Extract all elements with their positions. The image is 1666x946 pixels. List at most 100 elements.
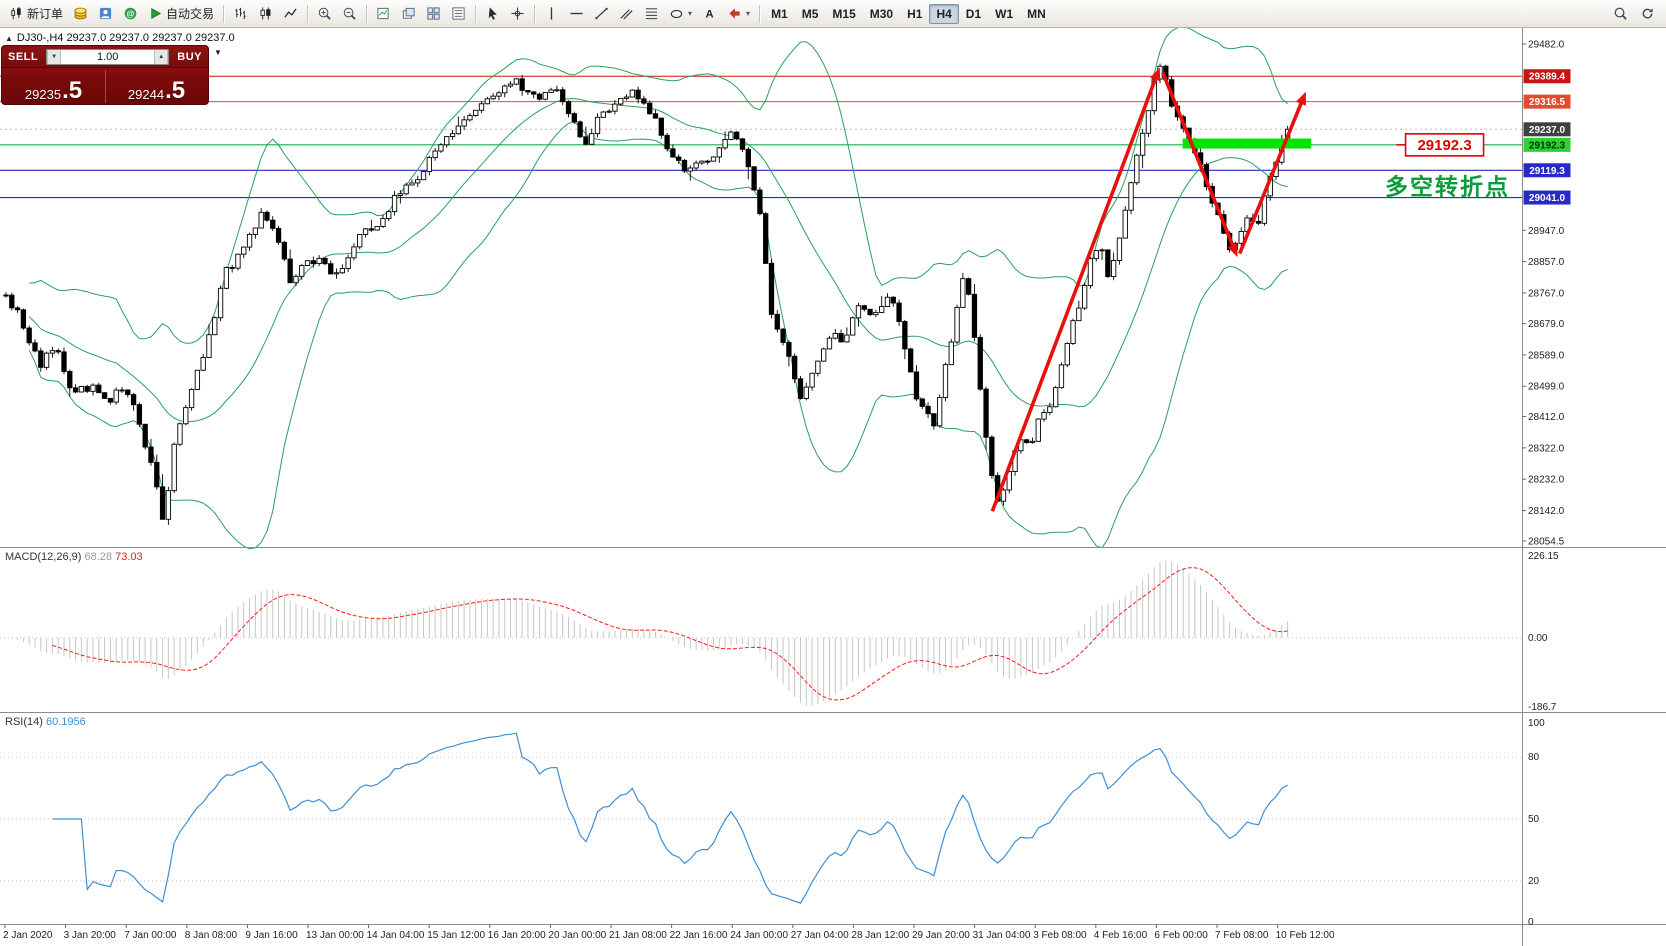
- timeframe-w1-button-label: W1: [995, 6, 1014, 21]
- svg-text:2 Jan 2020: 2 Jan 2020: [3, 930, 53, 941]
- line-chart-button[interactable]: [278, 3, 303, 25]
- list-icon: [451, 6, 466, 21]
- timeframe-h1-button-label: H1: [907, 6, 923, 21]
- sell-price-display[interactable]: 29235.5: [24, 77, 83, 104]
- zoomin-icon: [317, 6, 332, 21]
- horizontal-line-button[interactable]: [564, 3, 589, 25]
- pane-separators: [0, 28, 1666, 946]
- toolbar-button-strip: 新订单 @ 自动交易 ▾ A ▾ M1 M5 M15 M30 H1 H4 D1 W1 MN: [4, 0, 1053, 27]
- timeframe-d1-button[interactable]: D1: [959, 4, 988, 24]
- play-icon: [148, 6, 163, 21]
- candlestick-chart-button[interactable]: [253, 3, 278, 25]
- timeframe-m1-button[interactable]: M1: [764, 4, 795, 24]
- svg-text:3 Jan 20:00: 3 Jan 20:00: [64, 930, 117, 941]
- vertical-line-button[interactable]: [539, 3, 564, 25]
- one-click-trading-panel: SELL ▼ ▲ BUY 29235.5 29244.5: [1, 45, 209, 105]
- support-zone-bar[interactable]: [1182, 138, 1312, 149]
- price-chart[interactable]: 29192.3 多空转折点 29482.0 28947.0 28857.0 28767.0…: [0, 28, 1666, 946]
- time-axis[interactable]: 2 Jan 2020 3 Jan 20:00 7 Jan 00:00 8 Jan 08…: [3, 924, 1335, 942]
- auto-trading-button[interactable]: 自动交易: [143, 3, 219, 25]
- timeframe-m15-button[interactable]: M15: [825, 4, 862, 24]
- svg-text:28947.0: 28947.0: [1528, 226, 1565, 237]
- new-order-button[interactable]: 新订单: [4, 3, 68, 25]
- dropdown-caret-icon[interactable]: ▾: [746, 9, 751, 18]
- svg-text:7 Jan 00:00: 7 Jan 00:00: [124, 930, 177, 941]
- expand-panel-icon[interactable]: ▲: [5, 33, 13, 43]
- svg-text:-186.7: -186.7: [1528, 702, 1557, 713]
- tile-windows-button[interactable]: [421, 3, 446, 25]
- timeframe-mn-button[interactable]: MN: [1020, 4, 1053, 24]
- newchart-icon: [376, 6, 391, 21]
- text-icon: A: [702, 6, 717, 21]
- svg-text:22 Jan 16:00: 22 Jan 16:00: [670, 930, 728, 941]
- macd-pane: MACD(12,26,9) 68.28 73.03 226.15 0.00 -186.…: [0, 551, 1559, 713]
- zoom-in-button[interactable]: [312, 3, 337, 25]
- svg-text:80: 80: [1528, 752, 1540, 763]
- svg-text:15 Jan 12:00: 15 Jan 12:00: [427, 930, 485, 941]
- svg-text:13 Jan 00:00: 13 Jan 00:00: [306, 930, 364, 941]
- accounts-button[interactable]: [93, 3, 118, 25]
- svg-text:20: 20: [1528, 876, 1540, 887]
- arrows-button[interactable]: ▾: [722, 3, 755, 25]
- timeframe-h1-button[interactable]: H1: [900, 4, 929, 24]
- annotation-note[interactable]: 多空转折点: [1385, 173, 1510, 199]
- candle-icon: [258, 6, 273, 21]
- svg-text:@: @: [126, 8, 134, 18]
- search-button[interactable]: [1608, 3, 1633, 25]
- cursor-button[interactable]: [480, 3, 505, 25]
- chart-window[interactable]: 29192.3 多空转折点 29482.0 28947.0 28857.0 28767.0…: [0, 28, 1666, 946]
- refresh-icon: [1640, 6, 1655, 21]
- svg-text:20 Jan 00:00: 20 Jan 00:00: [548, 930, 606, 941]
- price-axis[interactable]: 29482.0 28947.0 28857.0 28767.0 28679.0 28589…: [1522, 40, 1571, 548]
- svg-text:29316.5: 29316.5: [1529, 97, 1566, 108]
- auto-trading-button-label: 自动交易: [166, 7, 215, 21]
- svg-text:226.15: 226.15: [1528, 551, 1559, 562]
- main-toolbar: 新订单 @ 自动交易 ▾ A ▾ M1 M5 M15 M30 H1 H4 D1 W1 MN: [0, 0, 1666, 28]
- timeframe-m30-button[interactable]: M30: [863, 4, 900, 24]
- hline-icon: [569, 6, 584, 21]
- shapes-button[interactable]: ▾: [664, 3, 697, 25]
- fibonacci-button[interactable]: [639, 3, 664, 25]
- zoom-out-button[interactable]: [337, 3, 362, 25]
- dropdown-caret-icon[interactable]: ▾: [688, 9, 693, 18]
- timeframe-w1-button[interactable]: W1: [988, 4, 1020, 24]
- fibo-icon: [644, 6, 659, 21]
- toolbar-separator: [534, 4, 536, 23]
- bar-chart-button[interactable]: [228, 3, 253, 25]
- shapes-icon: [669, 6, 684, 21]
- svg-text:27 Jan 04:00: 27 Jan 04:00: [791, 930, 849, 941]
- trend-arrows[interactable]: [990, 67, 1306, 512]
- horizontal-level-lines[interactable]: [0, 75, 1522, 199]
- candlesticks: [3, 63, 1291, 525]
- new-chart-button[interactable]: [371, 3, 396, 25]
- trade-panel-header: SELL ▼ ▲ BUY: [2, 46, 208, 68]
- indicators-list-button[interactable]: [446, 3, 471, 25]
- volume-increase-button[interactable]: ▲: [154, 49, 169, 64]
- svg-text:29 Jan 20:00: 29 Jan 20:00: [912, 930, 970, 941]
- toolbar-separator: [366, 4, 368, 23]
- price-callout[interactable]: 29192.3: [1396, 133, 1485, 157]
- cascade-windows-button[interactable]: [396, 3, 421, 25]
- buy-button[interactable]: BUY: [177, 50, 202, 63]
- deposit-button[interactable]: [68, 3, 93, 25]
- svg-text:28 Jan 12:00: 28 Jan 12:00: [851, 930, 909, 941]
- volume-input[interactable]: [61, 49, 155, 64]
- timeframe-h4-button[interactable]: H4: [929, 3, 959, 24]
- timeframe-m5-button[interactable]: M5: [795, 4, 826, 24]
- community-button[interactable]: @: [118, 3, 143, 25]
- cascade-icon: [401, 6, 416, 21]
- svg-text:29192.3: 29192.3: [1529, 140, 1566, 151]
- sell-button[interactable]: SELL: [8, 50, 39, 63]
- trendline-button[interactable]: [589, 3, 614, 25]
- crosshair-button[interactable]: [505, 3, 530, 25]
- crosshair-icon: [510, 6, 525, 21]
- refresh-button[interactable]: [1635, 3, 1660, 25]
- channel-button[interactable]: [614, 3, 639, 25]
- buy-price-display[interactable]: 29244.5: [127, 77, 186, 104]
- text-button[interactable]: A: [697, 3, 722, 25]
- rsi-pane: RSI(14) 60.1956 100 80 50 20 0: [0, 716, 1545, 928]
- trade-panel-collapse-icon[interactable]: ▼: [214, 48, 222, 57]
- timeframe-mn-button-label: MN: [1027, 6, 1046, 21]
- volume-decrease-button[interactable]: ▼: [47, 49, 62, 64]
- svg-text:4 Feb 16:00: 4 Feb 16:00: [1094, 930, 1148, 941]
